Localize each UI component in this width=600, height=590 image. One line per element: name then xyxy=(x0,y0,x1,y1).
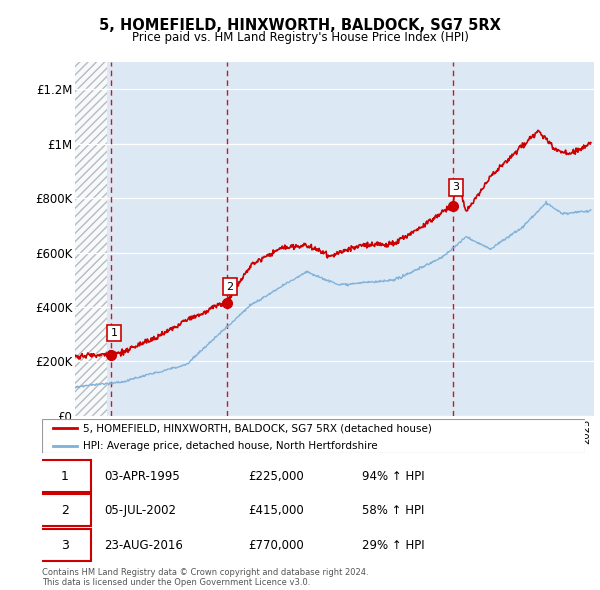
Text: 5, HOMEFIELD, HINXWORTH, BALDOCK, SG7 5RX (detached house): 5, HOMEFIELD, HINXWORTH, BALDOCK, SG7 5R… xyxy=(83,423,431,433)
FancyBboxPatch shape xyxy=(39,529,91,561)
Text: 23-AUG-2016: 23-AUG-2016 xyxy=(104,539,184,552)
Text: 1: 1 xyxy=(110,328,118,338)
Text: HPI: Average price, detached house, North Hertfordshire: HPI: Average price, detached house, Nort… xyxy=(83,441,377,451)
Text: 03-APR-1995: 03-APR-1995 xyxy=(104,470,180,483)
Text: 3: 3 xyxy=(61,539,69,552)
Text: £415,000: £415,000 xyxy=(248,504,304,517)
FancyBboxPatch shape xyxy=(39,494,91,526)
Text: 3: 3 xyxy=(452,182,460,192)
Text: 5, HOMEFIELD, HINXWORTH, BALDOCK, SG7 5RX: 5, HOMEFIELD, HINXWORTH, BALDOCK, SG7 5R… xyxy=(99,18,501,32)
Text: 05-JUL-2002: 05-JUL-2002 xyxy=(104,504,176,517)
Text: Price paid vs. HM Land Registry's House Price Index (HPI): Price paid vs. HM Land Registry's House … xyxy=(131,31,469,44)
Text: £225,000: £225,000 xyxy=(248,470,304,483)
Text: £770,000: £770,000 xyxy=(248,539,304,552)
Text: 1: 1 xyxy=(61,470,69,483)
FancyBboxPatch shape xyxy=(39,460,91,492)
Text: 58% ↑ HPI: 58% ↑ HPI xyxy=(362,504,425,517)
Text: 2: 2 xyxy=(226,281,233,291)
Text: Contains HM Land Registry data © Crown copyright and database right 2024.
This d: Contains HM Land Registry data © Crown c… xyxy=(42,568,368,587)
Text: 2: 2 xyxy=(61,504,69,517)
Text: 94% ↑ HPI: 94% ↑ HPI xyxy=(362,470,425,483)
Text: 29% ↑ HPI: 29% ↑ HPI xyxy=(362,539,425,552)
